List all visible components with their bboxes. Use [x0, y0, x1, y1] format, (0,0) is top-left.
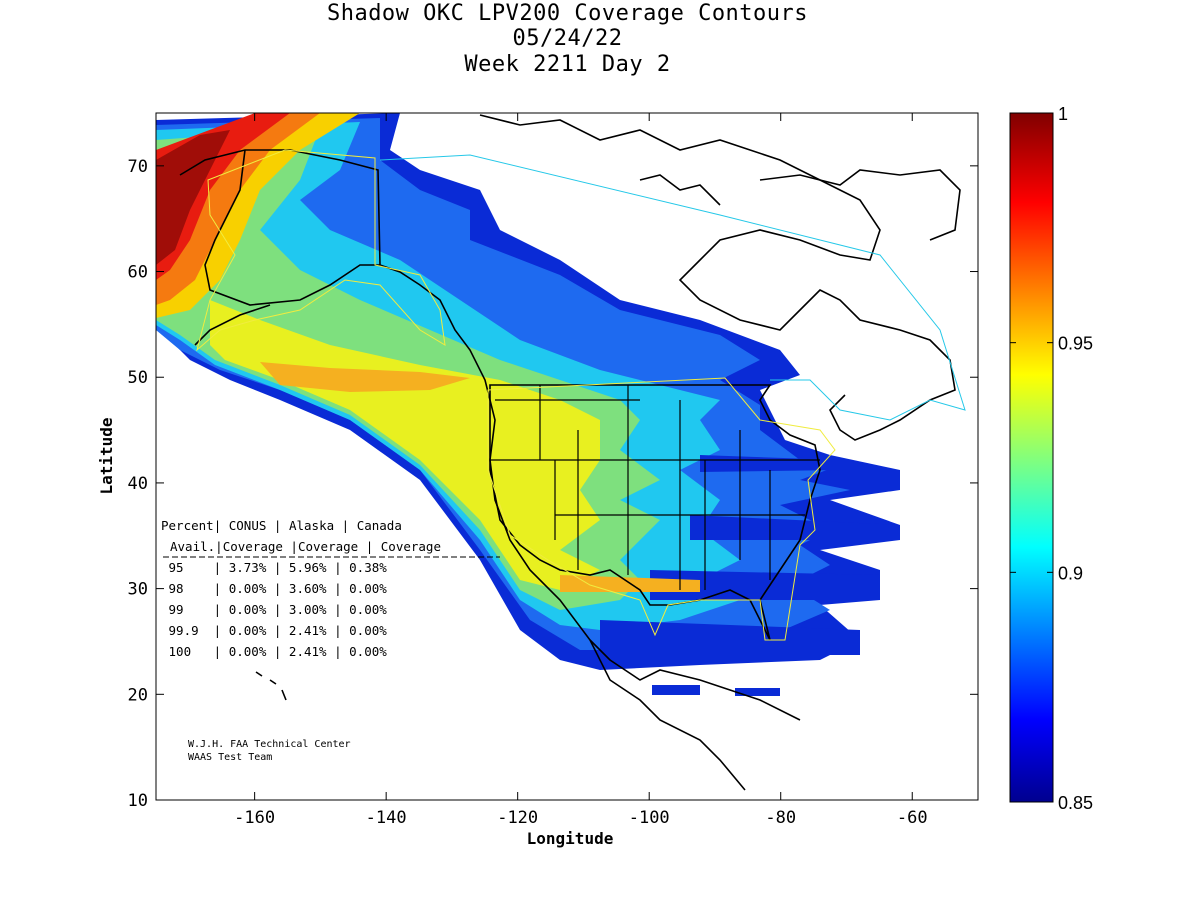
y-tick-label: 50 — [128, 368, 148, 388]
x-tick-label: -120 — [497, 808, 538, 828]
state-borders — [490, 385, 820, 590]
x-axis-label: Longitude — [527, 829, 614, 848]
y-axis-ticks: 10 20 30 40 50 60 70 — [128, 157, 978, 811]
x-axis-ticks: -160 -140 -120 -100 -80 -60 — [234, 113, 928, 828]
header-percent: Percent — [161, 518, 214, 533]
table-header-row-2: Avail.|Coverage |Coverage | Coverage — [170, 539, 441, 554]
header-conus: CONUS — [229, 518, 267, 533]
y-axis-label: Latitude — [97, 417, 116, 494]
plot-date: 05/24/22 — [512, 26, 623, 51]
table-row: 95 | 3.73% | 5.96% | 0.38% — [161, 560, 387, 575]
colorbar-tick-label: 0.85 — [1058, 793, 1093, 813]
y-tick-label: 70 — [128, 157, 148, 177]
table-row: 99 | 0.00% | 3.00% | 0.00% — [161, 602, 387, 617]
plot-week-day: Week 2211 Day 2 — [464, 52, 671, 77]
y-tick-label: 20 — [128, 685, 148, 705]
canada-service-volume — [379, 154, 966, 421]
conus-service-volume — [487, 377, 836, 641]
x-tick-label: -80 — [765, 808, 796, 828]
header-canada: Canada — [357, 518, 402, 533]
colorbar-tick-label: 0.95 — [1058, 334, 1093, 354]
table-row: 100 | 0.00% | 2.41% | 0.00% — [161, 644, 387, 659]
coverage-stats-table: Percent| CONUS | Alaska | Canada Avail.|… — [161, 518, 500, 659]
y-tick-label: 10 — [128, 791, 148, 811]
plot-title: Shadow OKC LPV200 Coverage Contours — [326, 1, 809, 26]
x-tick-label: -60 — [897, 808, 928, 828]
colorbar-tick-label: 0.9 — [1058, 563, 1083, 583]
map-frame — [155, 112, 979, 801]
colorbar-tick-label: 1 — [1058, 104, 1068, 124]
alaska-service-volume — [196, 149, 446, 352]
table-row: 98 | 0.00% | 3.60% | 0.00% — [161, 581, 387, 596]
y-tick-label: 40 — [128, 474, 148, 494]
coverage-contours — [156, 113, 900, 696]
table-header-row-1: Percent| CONUS | Alaska | Canada — [161, 518, 402, 533]
colorbar-ticks: 1 0.95 0.9 0.85 — [1010, 104, 1093, 813]
header-alaska: Alaska — [289, 518, 334, 533]
coastlines — [179, 114, 961, 791]
colorbar — [1009, 112, 1054, 803]
x-tick-label: -140 — [366, 808, 407, 828]
x-tick-label: -100 — [629, 808, 670, 828]
credit-line-2: WAAS Test Team — [188, 752, 272, 763]
y-tick-label: 30 — [128, 580, 148, 600]
table-row: 99.9 | 0.00% | 2.41% | 0.00% — [161, 623, 387, 638]
y-tick-label: 60 — [128, 263, 148, 283]
table-rows: 95 | 3.73% | 5.96% | 0.38% 98 | 0.00% | … — [161, 560, 387, 659]
x-tick-label: -160 — [234, 808, 275, 828]
credit-line-1: W.J.H. FAA Technical Center — [188, 739, 351, 750]
